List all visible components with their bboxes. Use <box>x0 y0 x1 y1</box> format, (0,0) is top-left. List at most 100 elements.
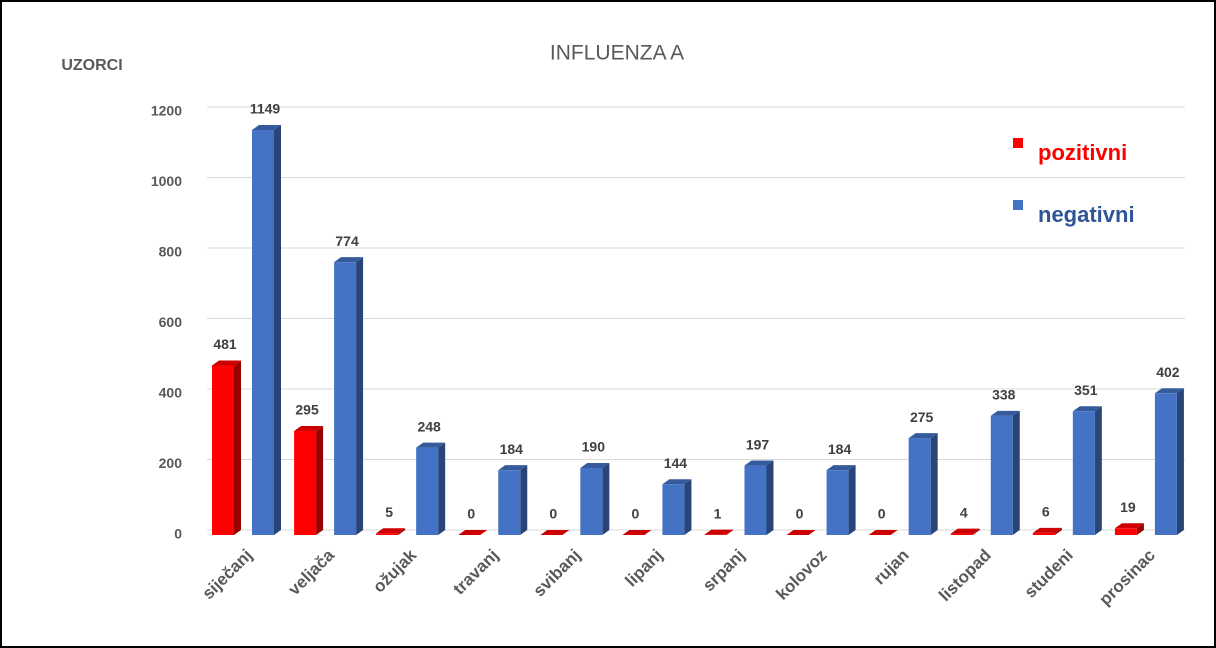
bar <box>1032 527 1062 535</box>
data-label: 481 <box>213 336 237 352</box>
bar-side <box>274 124 281 535</box>
bar <box>580 463 610 535</box>
bar <box>1072 406 1102 535</box>
bar-top <box>826 465 856 471</box>
bar <box>416 442 446 535</box>
data-label: 295 <box>295 402 319 418</box>
y-tick-label: 400 <box>159 385 183 401</box>
y-tick-label: 600 <box>159 314 183 330</box>
data-label: 0 <box>467 506 475 522</box>
bar <box>704 529 734 535</box>
bar-front <box>950 533 973 535</box>
bar <box>212 360 241 535</box>
bar-side <box>316 426 324 535</box>
bar-front <box>294 431 317 535</box>
bar-top <box>908 433 938 439</box>
bar-side <box>1176 388 1184 535</box>
y-tick-label: 1200 <box>151 103 182 119</box>
bar <box>252 124 281 536</box>
legend-swatch <box>1013 138 1023 148</box>
data-label: 1 <box>714 505 722 521</box>
bar-side <box>766 460 774 535</box>
bar <box>786 530 816 535</box>
bar-side <box>398 528 406 535</box>
data-label: 0 <box>796 506 804 522</box>
bar-front <box>212 365 234 535</box>
bar-front <box>252 129 274 536</box>
bar-side <box>602 463 610 535</box>
bar-top <box>990 410 1020 416</box>
bar <box>540 530 570 535</box>
bar-side <box>1054 527 1062 535</box>
bar-side <box>848 465 856 535</box>
bar-top <box>416 442 446 448</box>
data-label: 351 <box>1074 382 1098 398</box>
data-label: 184 <box>500 441 524 457</box>
bar-top <box>662 479 692 485</box>
bar <box>662 479 692 535</box>
bar-front <box>376 533 399 535</box>
data-label: 402 <box>1156 364 1180 380</box>
bar-top <box>1114 523 1144 529</box>
bar-front <box>1072 411 1095 535</box>
data-label: 5 <box>385 504 393 520</box>
bar <box>498 465 528 535</box>
bar-side <box>438 442 446 535</box>
chart-title: INFLUENZA A <box>550 42 684 65</box>
bar-top <box>376 528 406 534</box>
y-tick-label: 1000 <box>151 173 182 189</box>
data-label: 184 <box>828 441 852 457</box>
bar-side <box>930 433 938 535</box>
data-label: 19 <box>1120 499 1136 515</box>
bar-front <box>416 447 439 535</box>
data-label: 275 <box>910 409 934 425</box>
data-label: 6 <box>1042 504 1050 520</box>
bar-front <box>744 465 767 535</box>
bar-top <box>704 529 734 535</box>
bar-front <box>580 468 603 535</box>
bar <box>868 530 898 535</box>
bar-top <box>252 124 281 130</box>
bar <box>826 465 856 535</box>
bar-top <box>1072 406 1102 412</box>
bar-top <box>786 530 816 535</box>
bar-top <box>540 530 570 535</box>
bar-top <box>212 360 241 366</box>
data-label: 0 <box>878 506 886 522</box>
bar-top <box>1154 388 1184 394</box>
legend-swatch <box>1013 200 1023 210</box>
bar-front <box>990 415 1013 535</box>
data-label: 4 <box>960 504 968 520</box>
bar-side <box>726 529 734 535</box>
bar <box>334 257 364 535</box>
bar <box>1154 388 1184 535</box>
y-tick-label: 0 <box>174 526 182 542</box>
bar-top <box>458 530 488 535</box>
legend-label: pozitivni <box>1038 140 1127 165</box>
data-label: 774 <box>335 233 359 249</box>
bar <box>744 460 774 535</box>
bar-top <box>580 463 610 469</box>
bar-front <box>662 484 685 535</box>
bar <box>458 530 488 535</box>
bar <box>1114 523 1144 535</box>
data-label: 0 <box>632 506 640 522</box>
bar-side <box>1094 406 1102 535</box>
bar <box>294 426 324 535</box>
bar-top <box>1032 527 1062 533</box>
bar-top <box>498 465 528 471</box>
bar-front <box>908 438 931 535</box>
bar-side <box>520 465 528 535</box>
bar-side <box>234 360 241 535</box>
y-axis-label: UZORCI <box>61 57 122 74</box>
data-label: 0 <box>549 506 557 522</box>
bar-front <box>1154 393 1177 535</box>
bar <box>622 530 652 535</box>
bar-side <box>684 479 692 535</box>
bar-front <box>826 470 849 535</box>
bar <box>950 528 980 535</box>
bar-top <box>334 257 364 263</box>
bar <box>908 433 938 535</box>
data-label: 1149 <box>250 101 281 117</box>
